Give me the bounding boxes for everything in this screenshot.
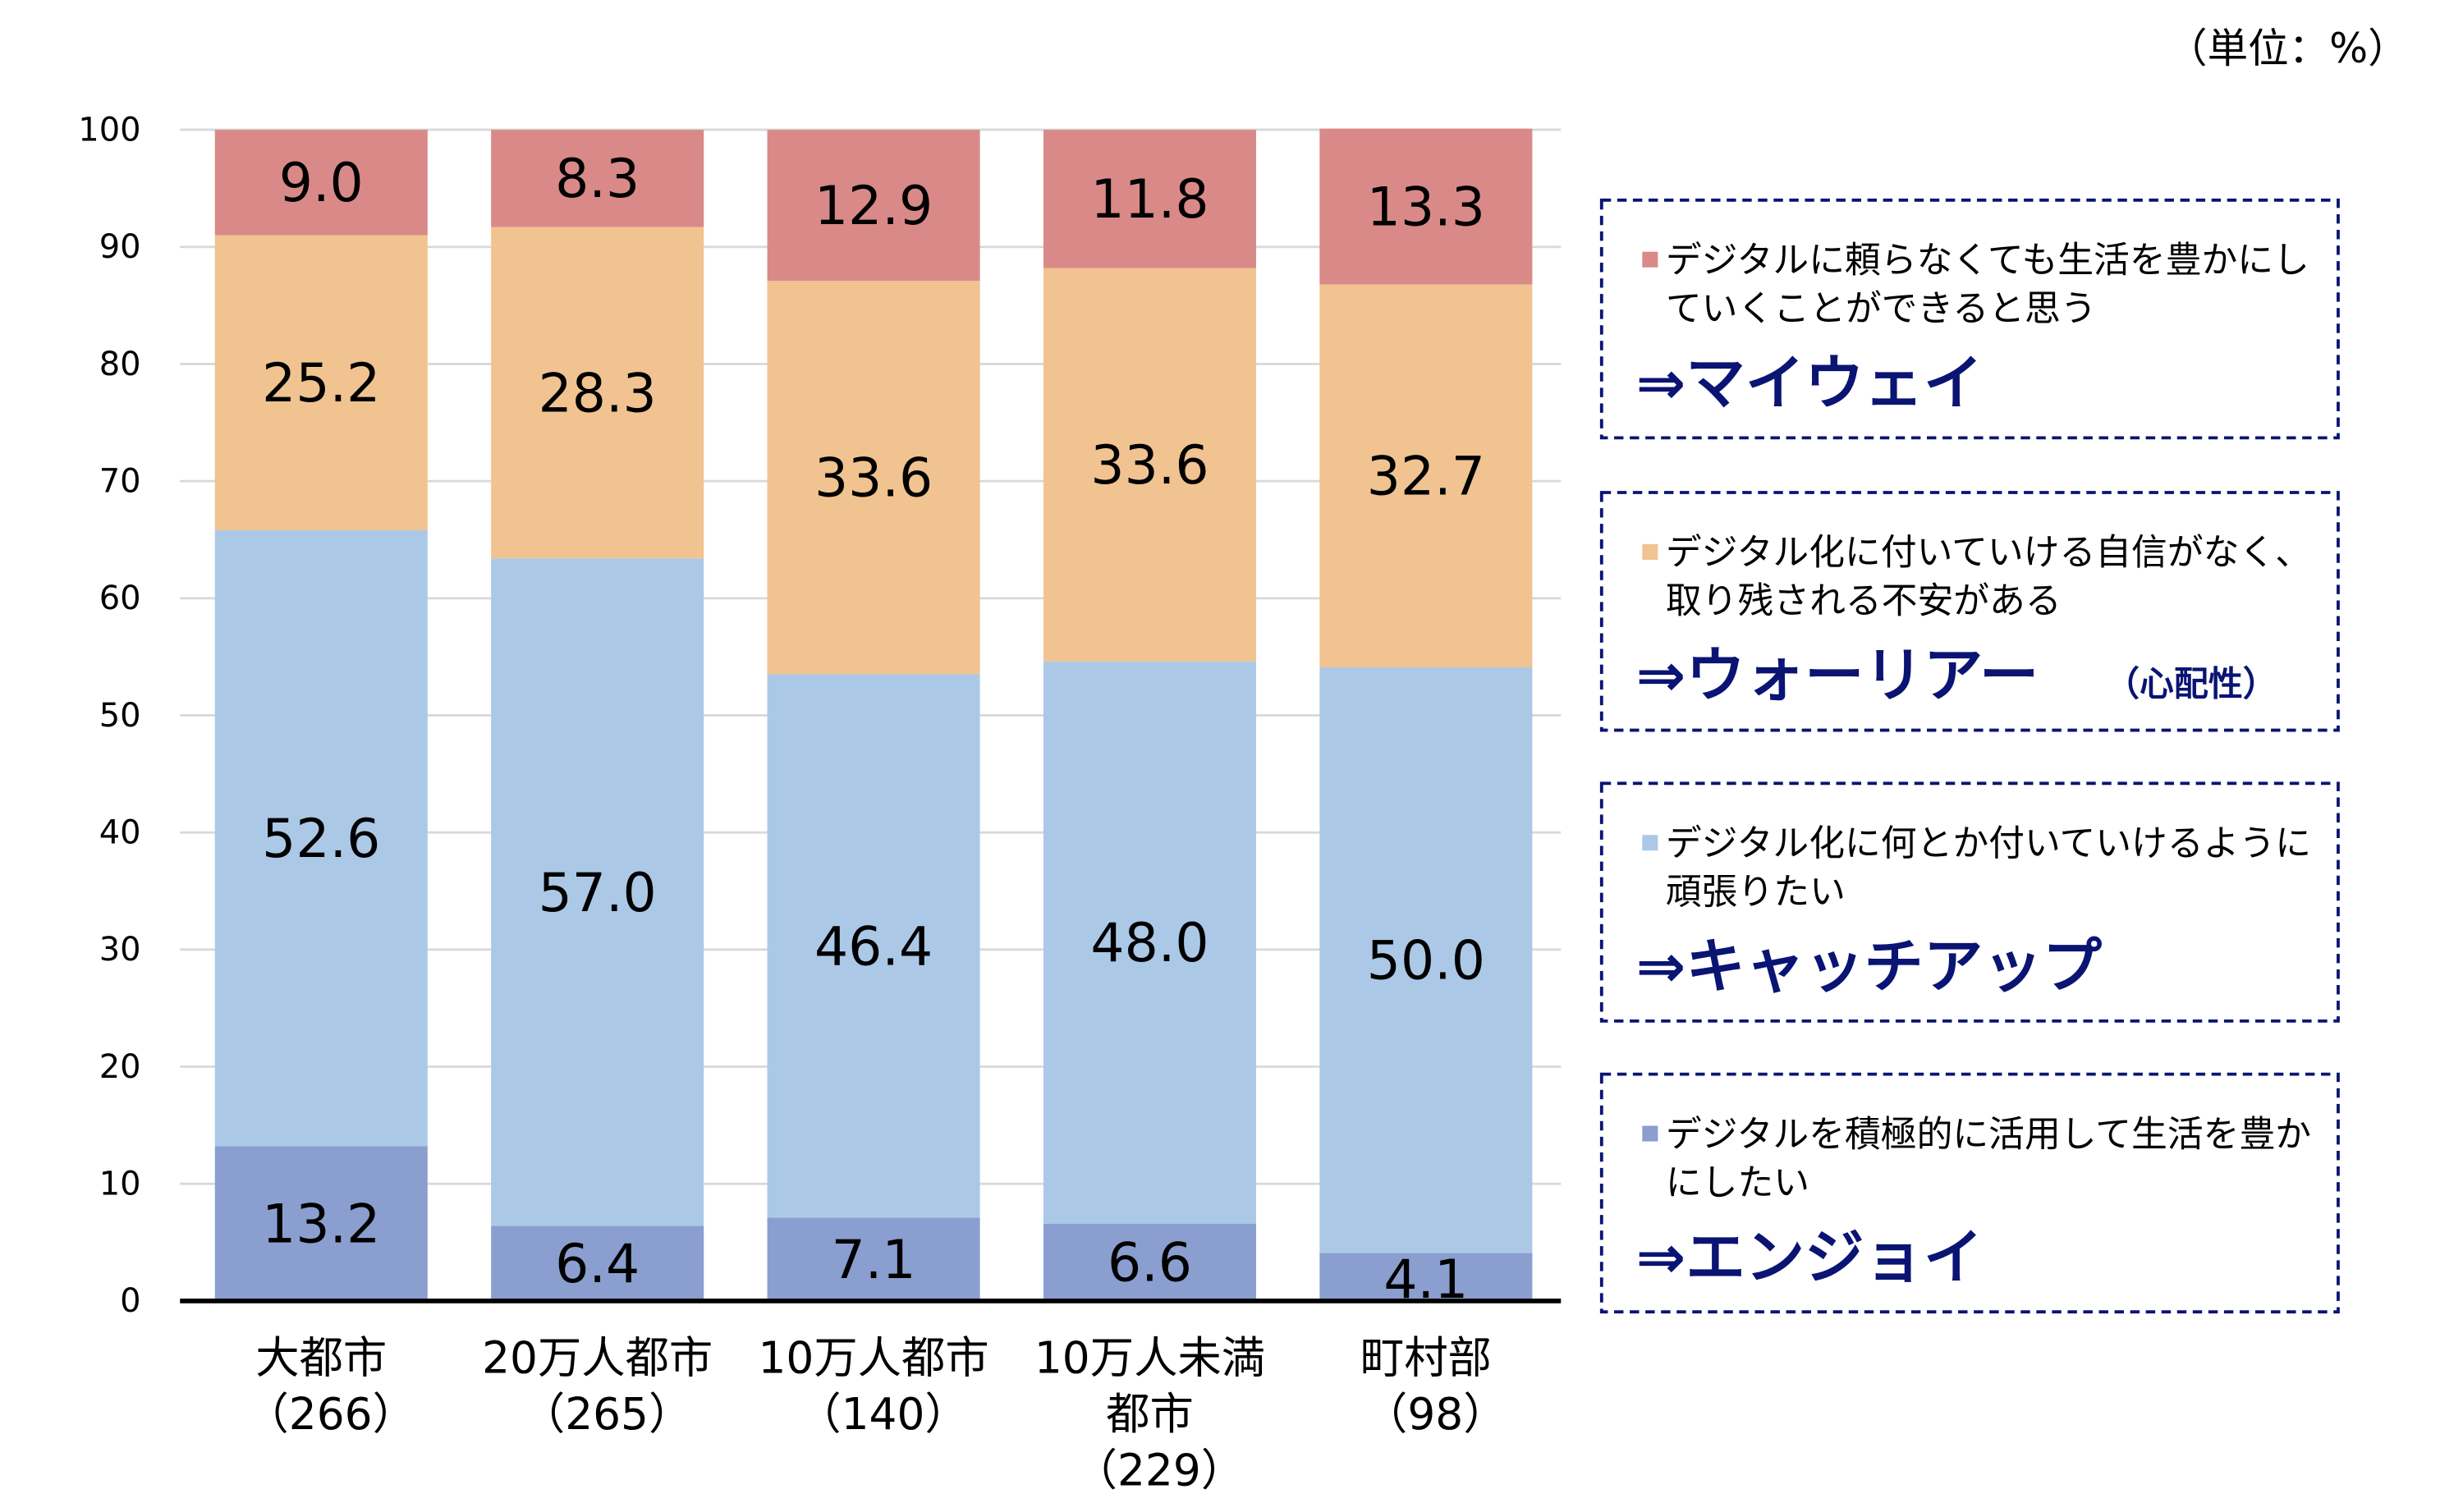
legend-title: ⇒エンジョイ	[1636, 1223, 1984, 1292]
legend-box	[1599, 491, 2340, 732]
bar-segment	[767, 130, 980, 282]
x-tick-label: 都市	[1106, 1388, 1194, 1440]
data-label: 48.0	[1090, 913, 1209, 974]
data-label: 57.0	[539, 863, 657, 924]
y-tick-label: 50	[99, 697, 141, 735]
data-label: 28.3	[539, 363, 657, 424]
data-label: 52.6	[262, 809, 380, 870]
legend-swatch	[1642, 835, 1658, 851]
y-tick-label: 40	[99, 813, 141, 851]
y-tick-label: 90	[99, 228, 141, 266]
y-tick-label: 0	[120, 1282, 140, 1320]
legend-swatch	[1642, 1125, 1658, 1142]
legend: デジタルに頼らなくても生活を豊かにしていくことができると思う⇒マイウェイデジタル…	[1599, 198, 2340, 1314]
x-tick-label: （266）	[245, 1388, 415, 1440]
x-tick-label: 大都市	[255, 1331, 387, 1383]
x-tick-label: 20万人都市	[482, 1331, 713, 1383]
bar-segment	[1319, 284, 1533, 667]
legend-box	[1599, 781, 2340, 1023]
x-tick-label: 町村部	[1360, 1331, 1492, 1383]
y-tick-label: 70	[99, 462, 141, 500]
x-tick-label: （98）	[1364, 1388, 1507, 1440]
y-tick-label: 100	[78, 111, 140, 149]
bar-segment	[491, 130, 704, 227]
data-label: 25.2	[262, 353, 380, 415]
legend-label: にしたい	[1666, 1161, 1809, 1203]
bar-segment	[214, 1146, 428, 1301]
bar-segment	[1319, 128, 1533, 285]
bar-segment	[767, 281, 980, 675]
data-label: 7.1	[832, 1230, 916, 1291]
y-tick-label: 20	[99, 1048, 141, 1086]
legend-label: 取り残される不安がある	[1666, 580, 2062, 622]
data-label: 33.6	[814, 448, 933, 510]
bar-segment	[1319, 667, 1533, 1253]
data-label: 11.8	[1090, 169, 1209, 231]
bar-segment	[1043, 130, 1257, 268]
bar-segment	[214, 235, 428, 531]
bar-segment	[1319, 1253, 1533, 1301]
unit-label: （単位：%）	[2167, 25, 2409, 72]
data-label: 9.0	[279, 153, 364, 214]
y-tick-label: 80	[99, 346, 141, 383]
legend-label: 頑張りたい	[1666, 871, 1846, 913]
bars: 13.2 52.6 25.2 9.0 6.4 57.0 28.3 8.3 7.1 46.4 33.6…	[214, 128, 1533, 1311]
data-label: 33.6	[1090, 435, 1209, 497]
x-tick-label: 10万人未満	[1034, 1331, 1265, 1383]
data-label: 46.4	[814, 916, 933, 978]
bar-segment	[767, 674, 980, 1218]
data-label: 8.3	[555, 149, 640, 210]
x-tick-label: （265）	[521, 1388, 692, 1440]
bar-segment	[214, 130, 428, 236]
y-tick-label: 30	[99, 931, 141, 969]
y-axis-ticks: 0 10 20 30 40 50 60 70 80 90 100	[78, 111, 140, 1320]
legend-swatch	[1642, 251, 1658, 268]
legend-label: ていくことができると思う	[1666, 287, 2097, 329]
legend-title: ⇒キャッチアップ	[1636, 932, 2103, 1001]
y-tick-label: 10	[99, 1166, 141, 1203]
legend-label: デジタル化に付いていける自信がなく、	[1666, 532, 2311, 574]
data-label: 6.6	[1108, 1233, 1192, 1294]
legend-subtitle: （心配性）	[2105, 664, 2277, 704]
legend-swatch	[1642, 543, 1658, 560]
y-tick-label: 60	[99, 580, 141, 617]
legend-box	[1599, 1072, 2340, 1314]
bar-segment	[1043, 1223, 1257, 1301]
legend-label: デジタルを積極的に活用して生活を豊か	[1666, 1113, 2311, 1155]
data-label: 12.9	[814, 176, 933, 237]
data-label: 50.0	[1367, 931, 1485, 992]
data-label: 32.7	[1367, 447, 1485, 508]
bar-segment	[491, 1226, 704, 1301]
legend-label: デジタルに頼らなくても生活を豊かにし	[1666, 239, 2309, 281]
bar-segment	[767, 1217, 980, 1301]
bar-segment	[1043, 661, 1257, 1224]
data-label: 13.3	[1367, 176, 1485, 238]
legend-label: デジタル化に何とか付いていけるように	[1666, 822, 2311, 864]
x-tick-label: （229）	[1074, 1445, 1245, 1496]
legend-item: デジタル化に付いていける自信がなく、取り残される不安がある ⇒ウォーリアー （心配性…	[1599, 491, 2340, 732]
data-label: 13.2	[262, 1194, 380, 1256]
bar-segment	[491, 227, 704, 559]
data-label: 6.4	[555, 1234, 640, 1295]
x-axis-categories: 大都市（266） 20万人都市（265） 10万人都市（140） 10万人未満都市（2…	[245, 1331, 1507, 1496]
legend-title: ⇒マイウェイ	[1636, 349, 1984, 418]
bar-segment	[491, 558, 704, 1226]
legend-title: ⇒ウォーリアー	[1636, 642, 2039, 711]
bar-segment	[214, 530, 428, 1147]
bar-segment	[1043, 268, 1257, 662]
x-tick-label: （140）	[797, 1388, 968, 1440]
legend-box	[1599, 198, 2340, 440]
x-tick-label: 10万人都市	[758, 1331, 988, 1383]
